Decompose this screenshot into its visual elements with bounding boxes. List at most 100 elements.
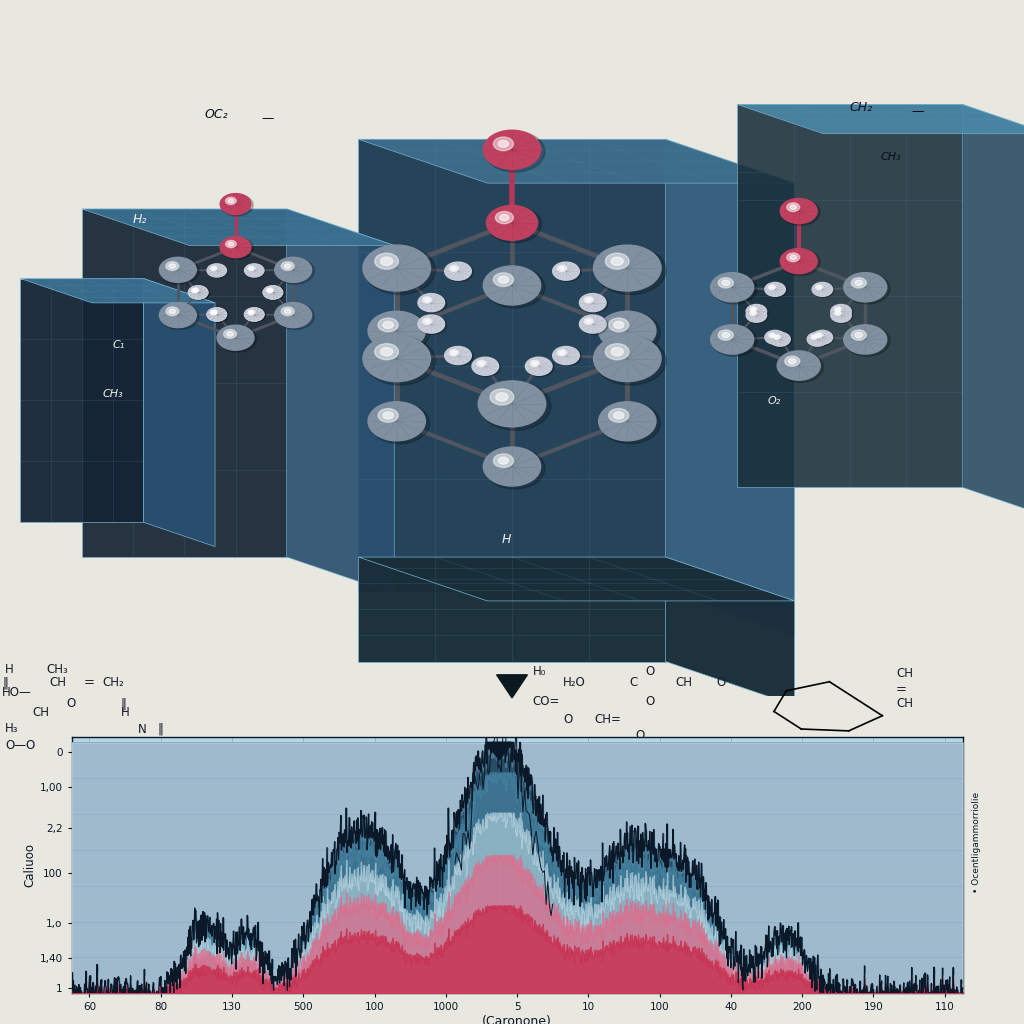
Polygon shape xyxy=(666,139,795,636)
Text: H: H xyxy=(121,707,130,719)
Circle shape xyxy=(161,303,199,330)
Circle shape xyxy=(169,264,176,268)
Circle shape xyxy=(765,331,785,344)
Text: CH₂: CH₂ xyxy=(102,676,124,689)
Circle shape xyxy=(480,382,551,430)
Circle shape xyxy=(250,311,253,313)
Text: H₀: H₀ xyxy=(532,665,546,678)
Circle shape xyxy=(245,308,265,323)
Circle shape xyxy=(245,264,265,279)
Circle shape xyxy=(611,257,624,265)
Circle shape xyxy=(245,264,264,278)
Circle shape xyxy=(208,264,228,279)
Circle shape xyxy=(188,286,208,299)
Polygon shape xyxy=(20,279,215,303)
Circle shape xyxy=(750,307,757,311)
Circle shape xyxy=(452,351,457,354)
Circle shape xyxy=(817,286,821,289)
Circle shape xyxy=(752,312,755,314)
Circle shape xyxy=(484,131,545,172)
Circle shape xyxy=(490,389,514,406)
Circle shape xyxy=(223,330,237,338)
Circle shape xyxy=(845,273,890,304)
Circle shape xyxy=(768,333,775,338)
Circle shape xyxy=(228,243,233,246)
Circle shape xyxy=(594,245,662,291)
Text: O: O xyxy=(67,697,76,710)
Circle shape xyxy=(580,315,606,333)
Circle shape xyxy=(217,326,254,350)
Circle shape xyxy=(211,310,217,314)
Text: CH: CH xyxy=(896,667,913,680)
Circle shape xyxy=(368,311,425,350)
Circle shape xyxy=(207,308,226,322)
Circle shape xyxy=(370,402,430,443)
Circle shape xyxy=(188,286,208,299)
Circle shape xyxy=(770,286,774,289)
Circle shape xyxy=(499,140,509,147)
Circle shape xyxy=(600,312,660,353)
Circle shape xyxy=(211,266,217,270)
Circle shape xyxy=(812,336,816,338)
Circle shape xyxy=(169,309,176,313)
Text: CH₃: CH₃ xyxy=(881,153,901,162)
Polygon shape xyxy=(737,104,1024,134)
Circle shape xyxy=(781,199,820,225)
Circle shape xyxy=(478,381,546,427)
Circle shape xyxy=(765,283,785,296)
Text: H₂: H₂ xyxy=(133,213,147,226)
Circle shape xyxy=(191,288,199,293)
Circle shape xyxy=(790,205,797,210)
Circle shape xyxy=(835,310,842,315)
Circle shape xyxy=(285,309,291,313)
Circle shape xyxy=(375,344,398,359)
Circle shape xyxy=(775,336,779,338)
Circle shape xyxy=(786,253,800,262)
Circle shape xyxy=(780,199,817,223)
Circle shape xyxy=(600,402,660,443)
Y-axis label: Caliuoo: Caliuoo xyxy=(24,844,37,887)
Circle shape xyxy=(274,302,311,328)
Text: O₂: O₂ xyxy=(768,396,781,406)
Circle shape xyxy=(855,333,862,338)
Polygon shape xyxy=(20,279,143,522)
Text: =: = xyxy=(896,683,907,696)
Polygon shape xyxy=(737,104,963,487)
Circle shape xyxy=(212,311,216,313)
Circle shape xyxy=(817,334,821,337)
Text: ‖: ‖ xyxy=(2,676,8,689)
Circle shape xyxy=(613,412,624,419)
Circle shape xyxy=(718,278,733,288)
Circle shape xyxy=(250,267,253,269)
Text: ‖: ‖ xyxy=(121,697,127,710)
Circle shape xyxy=(611,347,624,356)
Text: O: O xyxy=(645,694,654,708)
Text: —: — xyxy=(911,104,924,118)
Circle shape xyxy=(844,325,887,354)
Circle shape xyxy=(425,298,430,301)
Circle shape xyxy=(228,199,233,203)
Circle shape xyxy=(275,303,314,330)
Circle shape xyxy=(778,351,823,382)
Circle shape xyxy=(784,356,800,367)
Circle shape xyxy=(483,447,541,486)
Circle shape xyxy=(194,289,197,292)
Circle shape xyxy=(790,255,797,260)
Circle shape xyxy=(274,257,311,283)
Circle shape xyxy=(816,333,823,338)
Circle shape xyxy=(812,331,833,344)
Circle shape xyxy=(472,357,499,376)
Circle shape xyxy=(526,357,554,377)
Circle shape xyxy=(580,294,606,311)
Circle shape xyxy=(494,272,513,287)
Circle shape xyxy=(722,281,730,286)
Circle shape xyxy=(532,361,538,366)
Text: N   ‖: N ‖ xyxy=(138,722,164,735)
Circle shape xyxy=(835,307,842,311)
Circle shape xyxy=(781,249,820,275)
Circle shape xyxy=(770,333,792,347)
Text: =: = xyxy=(84,676,95,689)
Circle shape xyxy=(220,194,251,214)
Circle shape xyxy=(476,360,486,367)
Circle shape xyxy=(605,253,629,269)
